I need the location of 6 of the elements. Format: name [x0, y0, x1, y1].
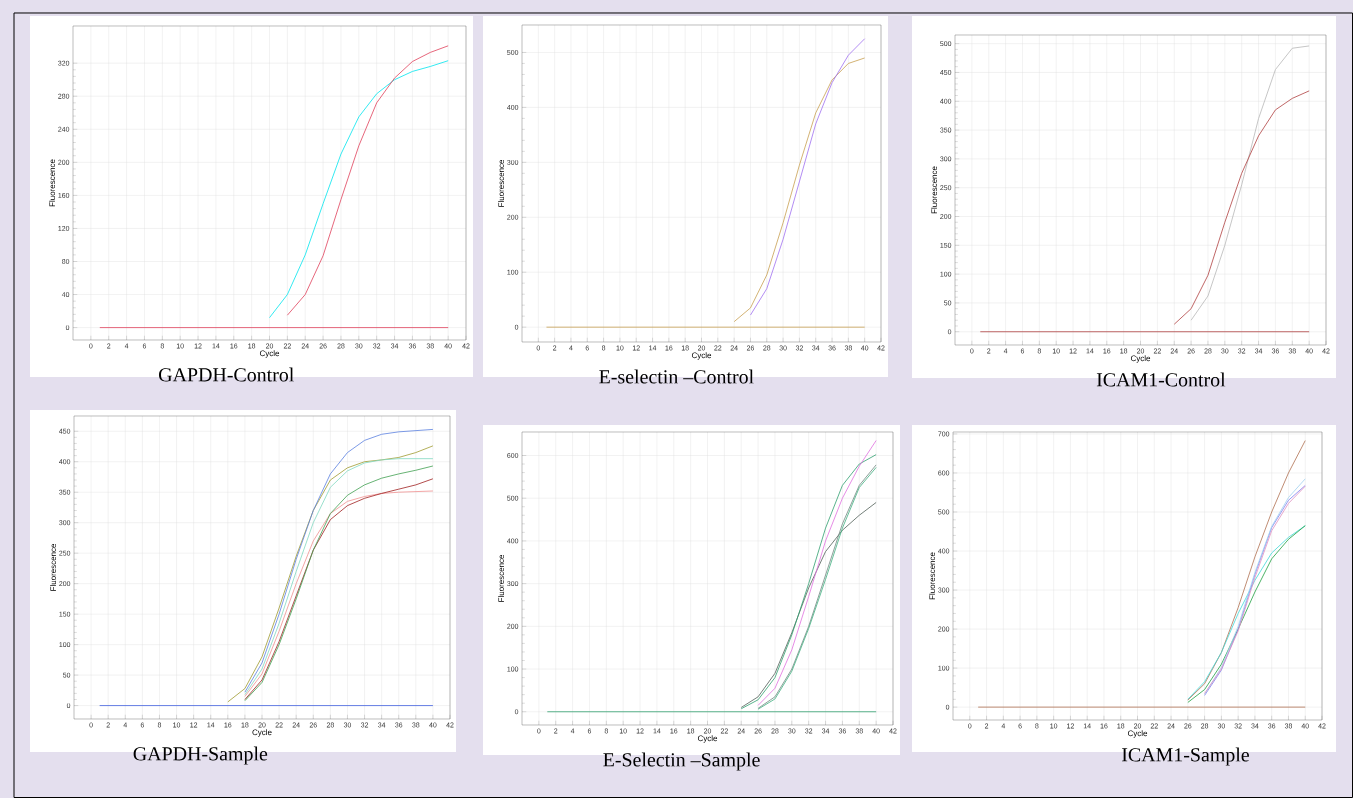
text: GAPDH-Control	[159, 367, 294, 382]
text: ICAM1-Control	[1096, 372, 1226, 387]
text: GAPDH-Sample	[133, 746, 268, 765]
text: ICAM1-Sample	[1122, 747, 1249, 766]
text: E-Selectin –Sample	[603, 752, 760, 771]
text: E-selectin –Control	[599, 369, 754, 384]
